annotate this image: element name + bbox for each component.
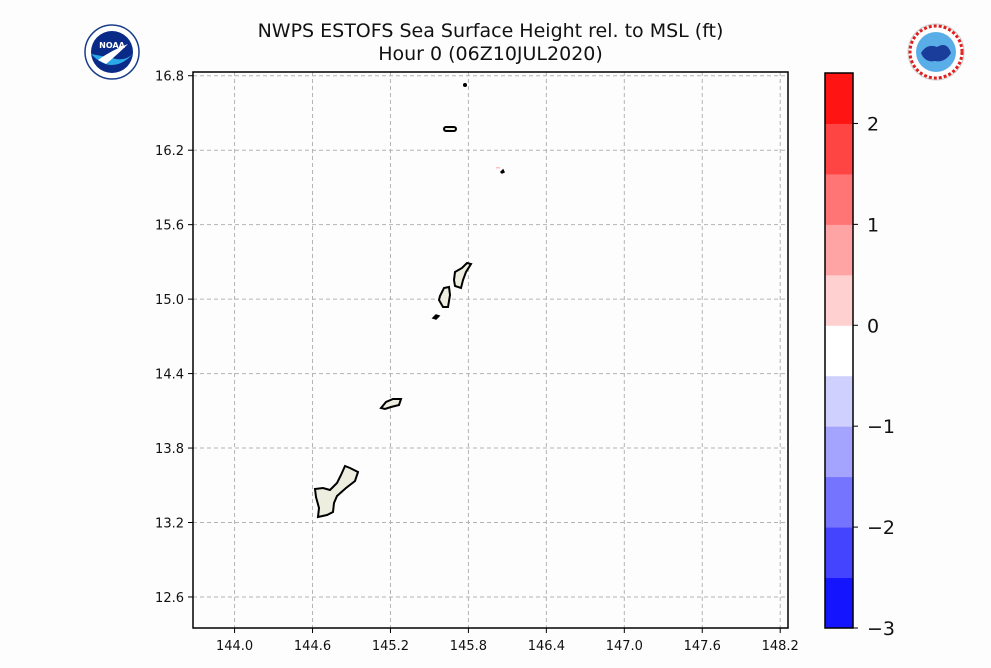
title-line1: NWPS ESTOFS Sea Surface Height rel. to M… (257, 20, 724, 42)
colorbar-band (825, 123, 853, 175)
svg-text:NOAA: NOAA (99, 41, 125, 50)
y-tick-label: 15.6 (155, 219, 184, 234)
nws-logo (907, 23, 965, 81)
colorbar-tick-label: −3 (867, 618, 895, 640)
island-tinian (437, 285, 452, 308)
island-anatahan (443, 126, 457, 132)
y-tick-label: 14.4 (155, 368, 184, 383)
x-tick-label: 148.2 (762, 639, 799, 654)
noaa-logo: NOAA (84, 24, 140, 80)
x-tick-label: 147.6 (684, 639, 721, 654)
y-tick-label: 15.0 (155, 293, 184, 308)
colorbar-band (825, 527, 853, 579)
colorbar-band (825, 73, 853, 124)
x-tick-label: 147.0 (606, 639, 643, 654)
colorbar-band (825, 224, 853, 276)
colorbar-band (825, 173, 853, 225)
title-line2: Hour 0 (06Z10JUL2020) (378, 43, 603, 65)
colorbar-tick-label: 2 (867, 113, 879, 135)
x-tick-label: 145.2 (372, 639, 409, 654)
colorbar-tick-label: 1 (867, 214, 879, 236)
y-tick-label: 16.8 (155, 70, 184, 85)
colorbar-tick-label: −1 (867, 416, 895, 438)
island-farallon-de-medinilla (499, 168, 506, 174)
island-guam (313, 464, 360, 519)
colorbar-band (825, 325, 853, 377)
plot-frame (192, 71, 789, 629)
positive-anomaly-cell (496, 167, 500, 169)
land-layer (313, 83, 506, 519)
colorbar-band (825, 577, 853, 629)
x-tick-label: 144.0 (216, 639, 253, 654)
island-aguijan (431, 314, 441, 320)
island-rota (379, 398, 403, 411)
colorbar-frame (824, 72, 854, 629)
y-tick-label: 12.6 (155, 591, 184, 606)
x-tick-label: 144.6 (294, 639, 331, 654)
island-sarigan (463, 83, 467, 87)
x-tick-label: 146.4 (528, 639, 565, 654)
colorbar-band (825, 274, 853, 326)
island-saipan (452, 261, 473, 290)
colorbar-band (825, 426, 853, 478)
y-tick-label: 16.2 (155, 144, 184, 159)
colorbar-tick-label: −2 (867, 517, 895, 539)
x-tick-label: 145.8 (450, 639, 487, 654)
y-tick-label: 13.2 (155, 517, 184, 532)
y-tick-label: 13.8 (155, 442, 184, 457)
colorbar-tick-label: 0 (867, 315, 879, 337)
colorbar-band (825, 375, 853, 427)
colorbar-band (825, 476, 853, 528)
